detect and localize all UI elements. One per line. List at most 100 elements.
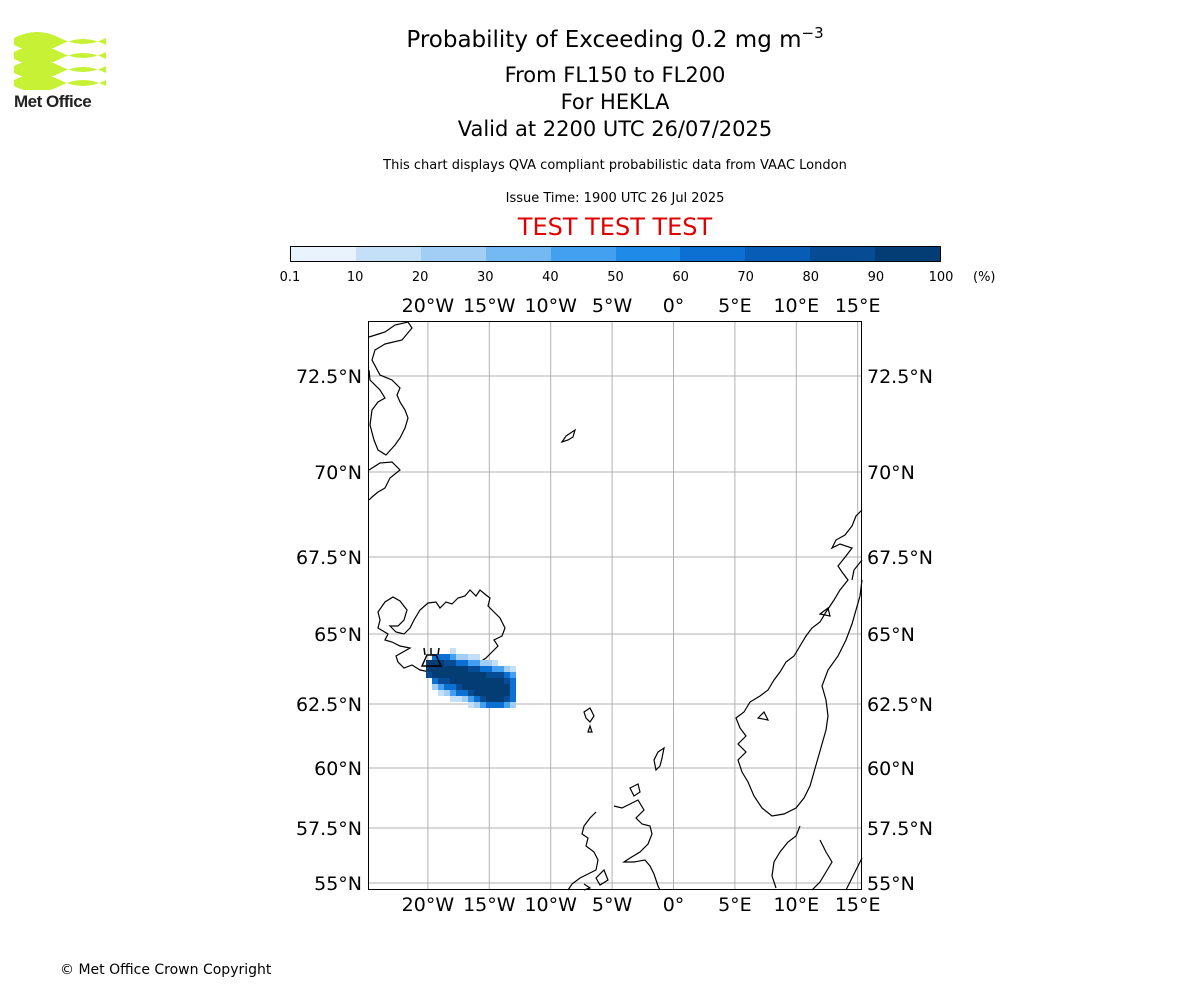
colorbar-segment — [355, 247, 421, 261]
colorbar-tick-label: 50 — [607, 270, 624, 285]
plume-cell — [492, 678, 498, 684]
chart-title-text: Probability of Exceeding 0.2 mg m — [406, 27, 802, 53]
plume-cell — [492, 666, 498, 672]
plume-cell — [468, 654, 474, 660]
colorbar-tick-label: 0.1 — [279, 270, 301, 285]
jan-mayen-island — [560, 428, 577, 444]
longitude-label-bottom: 5°W — [592, 894, 633, 916]
longitude-label-top: 10°W — [524, 295, 577, 317]
plume-cell — [432, 654, 438, 660]
colorbar-unit: (%) — [973, 270, 996, 285]
colorbar-segment — [485, 247, 551, 261]
longitude-label-top: 10°E — [773, 295, 819, 317]
plume-cell — [450, 660, 456, 666]
plume-cell — [462, 678, 468, 684]
plume-cell — [462, 684, 468, 690]
latitude-label-right: 62.5°N — [867, 694, 933, 716]
plume-cell — [474, 660, 480, 666]
longitude-label-top: 5°W — [592, 295, 633, 317]
map-frame — [368, 321, 862, 890]
plume-cell — [468, 672, 474, 678]
longitude-label-bottom: 15°W — [463, 894, 516, 916]
plume-cell — [504, 690, 510, 696]
plume-cell — [504, 666, 510, 672]
plume-cell — [450, 690, 456, 696]
latitude-label-right: 65°N — [867, 624, 915, 646]
colorbar-tick-label: 40 — [542, 270, 559, 285]
orkney-islands — [629, 783, 641, 797]
plume-cell — [456, 654, 462, 660]
plume-cell — [432, 678, 438, 684]
plume-cell — [456, 684, 462, 690]
plume-cell — [492, 684, 498, 690]
plume-cell — [492, 660, 498, 666]
iceland-coastline — [377, 589, 506, 679]
plume-cell — [510, 690, 516, 696]
colorbar-segment — [420, 247, 486, 261]
colorbar-tick-label: 80 — [802, 270, 820, 285]
plume-cell — [498, 702, 504, 708]
latitude-label-left: 62.5°N — [296, 694, 362, 716]
plume-cell — [498, 690, 504, 696]
copyright-notice: © Met Office Crown Copyright — [60, 962, 272, 978]
plume-cell — [438, 660, 444, 666]
ash-probability-plume — [426, 648, 516, 708]
plume-cell — [450, 672, 456, 678]
plume-cell — [486, 690, 492, 696]
plume-cell — [474, 672, 480, 678]
latitude-label-right: 57.5°N — [867, 818, 933, 840]
plume-cell — [468, 702, 474, 708]
plume-cell — [456, 666, 462, 672]
latitude-label-right: 55°N — [867, 873, 915, 895]
plume-cell — [450, 684, 456, 690]
plume-cell — [486, 696, 492, 702]
norway-coastline — [735, 509, 863, 817]
plume-cell — [456, 660, 462, 666]
plume-cell — [498, 666, 504, 672]
sweden-coastline — [771, 825, 863, 891]
plume-cell — [444, 654, 450, 660]
colorbar-tick-label: 90 — [867, 270, 885, 285]
plume-cell — [456, 690, 462, 696]
plume-cell — [468, 660, 474, 666]
plume-cell — [426, 666, 432, 672]
longitude-label-top: 20°W — [402, 295, 455, 317]
colorbar-tick-label: 30 — [477, 270, 494, 285]
plume-cell — [498, 678, 504, 684]
plume-cell — [438, 666, 444, 672]
longitude-label-bottom: 10°E — [773, 894, 819, 916]
plume-cell — [474, 690, 480, 696]
plume-cell — [492, 672, 498, 678]
longitude-label-bottom: 15°E — [835, 894, 881, 916]
latitude-label-left: 72.5°N — [296, 366, 362, 388]
plume-cell — [474, 678, 480, 684]
plume-cell — [510, 696, 516, 702]
plume-cell — [492, 690, 498, 696]
plume-cell — [474, 666, 480, 672]
flight-level-range: From FL150 to FL200 — [504, 63, 726, 87]
latitude-label-left: 70°N — [314, 462, 362, 484]
plume-cell — [438, 654, 444, 660]
plume-cell — [444, 678, 450, 684]
longitude-label-bottom: 10°W — [524, 894, 577, 916]
colorbar-tick-label: 70 — [737, 270, 754, 285]
longitude-label-bottom: 5°E — [718, 894, 752, 916]
plume-cell — [486, 666, 492, 672]
plume-cell — [474, 684, 480, 690]
colorbar-segment — [550, 247, 616, 261]
longitude-label-bottom: 20°W — [402, 894, 455, 916]
chart-title-exponent: −3 — [801, 24, 824, 42]
test-banner: TEST TEST TEST — [517, 213, 713, 241]
plume-cell — [498, 696, 504, 702]
colorbar-segment — [680, 247, 746, 261]
plume-cell — [504, 702, 510, 708]
plume-cell — [480, 690, 486, 696]
colorbar-segment — [745, 247, 811, 261]
colorbar-tick-label: 60 — [672, 270, 689, 285]
greenland-coastline — [368, 321, 413, 501]
plume-cell — [474, 702, 480, 708]
colorbar-segment — [615, 247, 681, 261]
chart-title: Probability of Exceeding 0.2 mg m−3 — [0, 24, 1200, 53]
plume-cell — [480, 696, 486, 702]
